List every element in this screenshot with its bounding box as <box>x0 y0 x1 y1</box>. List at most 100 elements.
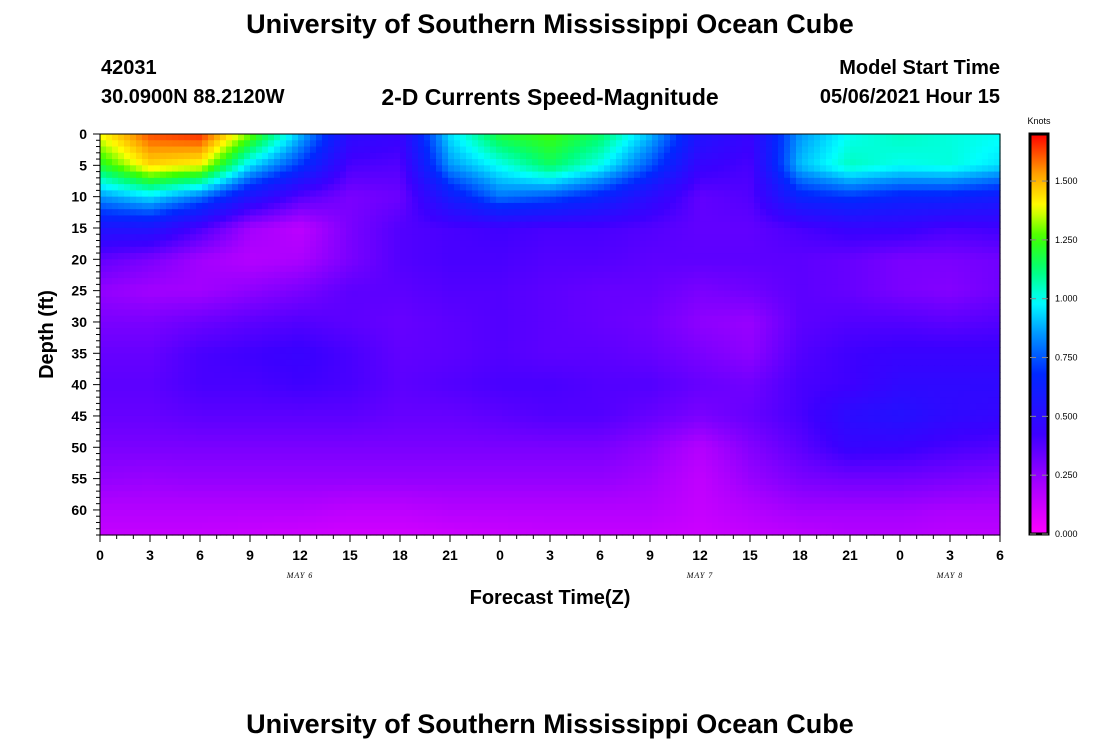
heatmap-cell <box>466 246 473 254</box>
heatmap-cell <box>874 278 881 285</box>
heatmap-cell <box>526 234 533 242</box>
heatmap-cell <box>610 328 617 336</box>
heatmap-cell <box>796 309 803 317</box>
heatmap-cell <box>370 177 377 185</box>
heatmap-cell <box>232 271 239 279</box>
heatmap-cell <box>778 259 785 267</box>
heatmap-cell <box>202 321 209 329</box>
heatmap-cell <box>376 234 383 242</box>
heatmap-cell <box>448 246 455 254</box>
heatmap-cell <box>502 240 509 248</box>
heatmap-cell <box>550 165 557 173</box>
heatmap-cell <box>124 296 131 304</box>
heatmap-cell <box>298 303 305 311</box>
heatmap-cell <box>358 284 365 292</box>
heatmap-cell <box>622 321 629 329</box>
heatmap-cell <box>538 227 545 235</box>
heatmap-cell <box>340 240 347 248</box>
heatmap-cell <box>364 202 371 210</box>
heatmap-cell <box>892 134 899 141</box>
heatmap-cell <box>592 202 599 210</box>
heatmap-cell <box>106 209 113 217</box>
heatmap-cell <box>604 290 611 298</box>
heatmap-cell <box>262 321 269 329</box>
heatmap-cell <box>292 146 299 154</box>
heatmap-cell <box>970 278 977 285</box>
heatmap-cell <box>580 321 587 329</box>
heatmap-cell <box>358 140 365 148</box>
heatmap-cell <box>268 227 275 235</box>
heatmap-cell <box>964 190 971 198</box>
heatmap-cell <box>490 296 497 304</box>
heatmap-cell <box>796 209 803 217</box>
heatmap-cell <box>286 278 293 285</box>
heatmap-cell <box>898 171 905 179</box>
heatmap-cell <box>412 221 419 229</box>
heatmap-cell <box>256 246 263 254</box>
heatmap-cell <box>376 134 383 141</box>
heatmap-cell <box>652 171 659 179</box>
heatmap-cell <box>190 146 197 154</box>
heatmap-cell <box>892 140 899 148</box>
heatmap-cell <box>580 253 587 260</box>
heatmap-cell <box>190 165 197 173</box>
heatmap-cell <box>352 221 359 229</box>
heatmap-cell <box>892 334 899 342</box>
heatmap-cell <box>346 271 353 279</box>
heatmap-cell <box>610 171 617 179</box>
heatmap-cell <box>292 152 299 160</box>
heatmap-cell <box>436 246 443 254</box>
heatmap-cell <box>280 177 287 185</box>
heatmap-cell <box>580 246 587 254</box>
heatmap-cell <box>388 171 395 179</box>
heatmap-cell <box>676 259 683 267</box>
heatmap-cell <box>310 340 317 348</box>
heatmap-cell <box>520 309 527 317</box>
heatmap-cell <box>850 246 857 254</box>
heatmap-cell <box>964 240 971 248</box>
heatmap-cell <box>334 234 341 242</box>
heatmap-cell <box>322 196 329 204</box>
heatmap-cell <box>970 321 977 329</box>
heatmap-cell <box>928 296 935 304</box>
heatmap-cell <box>916 240 923 248</box>
heatmap-cell <box>502 146 509 154</box>
heatmap-cell <box>670 271 677 279</box>
heatmap-cell <box>316 165 323 173</box>
heatmap-cell <box>988 134 995 141</box>
heatmap-cell <box>808 134 815 141</box>
heatmap-cell <box>916 321 923 329</box>
heatmap-cell <box>934 315 941 323</box>
heatmap-cell <box>700 190 707 198</box>
heatmap-cell <box>526 221 533 229</box>
heatmap-cell <box>214 152 221 160</box>
heatmap-cell <box>922 165 929 173</box>
heatmap-cell <box>922 227 929 235</box>
heatmap-cell <box>802 278 809 285</box>
heatmap-cell <box>478 265 485 273</box>
heatmap-cell <box>418 240 425 248</box>
heatmap-cell <box>166 227 173 235</box>
heatmap-cell <box>148 315 155 323</box>
heatmap-cell <box>724 209 731 217</box>
heatmap-cell <box>184 340 191 348</box>
heatmap-cell <box>280 221 287 229</box>
heatmap-cell <box>586 234 593 242</box>
heatmap-cell <box>466 290 473 298</box>
heatmap-cell <box>868 134 875 141</box>
heatmap-cell <box>388 321 395 329</box>
heatmap-cell <box>562 209 569 217</box>
heatmap-cell <box>190 278 197 285</box>
heatmap-cell <box>316 227 323 235</box>
heatmap-cell <box>850 184 857 191</box>
heatmap-cell <box>544 177 551 185</box>
heatmap-cell <box>976 134 983 141</box>
heatmap-cell <box>784 240 791 248</box>
heatmap-cell <box>532 246 539 254</box>
heatmap-cell <box>310 215 317 223</box>
heatmap-cell <box>346 253 353 260</box>
heatmap-cell <box>538 202 545 210</box>
heatmap-cell <box>850 321 857 329</box>
heatmap-cell <box>298 190 305 198</box>
heatmap-cell <box>868 321 875 329</box>
